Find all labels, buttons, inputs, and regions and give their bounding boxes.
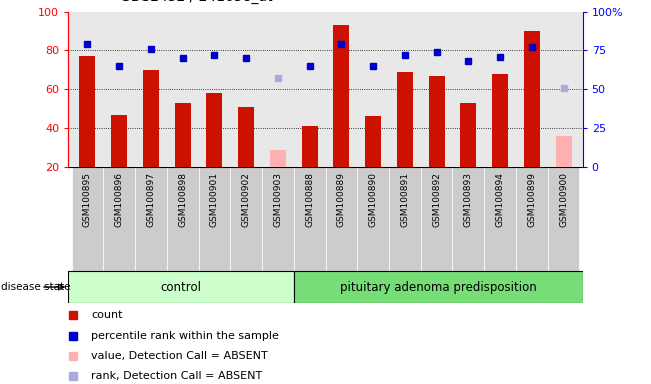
Text: GSM100897: GSM100897 — [146, 172, 156, 227]
Bar — [230, 167, 262, 271]
Text: rank, Detection Call = ABSENT: rank, Detection Call = ABSENT — [92, 371, 263, 381]
Bar — [104, 167, 135, 271]
Text: GSM100903: GSM100903 — [273, 172, 283, 227]
Text: GSM100896: GSM100896 — [115, 172, 124, 227]
Bar — [294, 167, 326, 271]
Bar — [206, 93, 223, 167]
Bar — [270, 149, 286, 167]
Bar — [389, 167, 421, 271]
Bar — [357, 167, 389, 271]
Bar — [484, 167, 516, 271]
Bar — [428, 76, 445, 167]
Bar — [111, 114, 127, 167]
Text: disease state: disease state — [1, 282, 70, 292]
Text: percentile rank within the sample: percentile rank within the sample — [92, 331, 279, 341]
Text: GSM100902: GSM100902 — [242, 172, 251, 227]
Bar — [452, 167, 484, 271]
Bar — [460, 103, 477, 167]
Bar — [294, 271, 583, 303]
Bar — [301, 126, 318, 167]
Text: GDS2432 / 241658_at: GDS2432 / 241658_at — [120, 0, 273, 4]
Text: count: count — [92, 310, 123, 321]
Bar — [524, 31, 540, 167]
Text: GSM100893: GSM100893 — [464, 172, 473, 227]
Text: control: control — [161, 281, 202, 293]
Bar — [397, 72, 413, 167]
Text: GSM100898: GSM100898 — [178, 172, 187, 227]
Bar — [333, 25, 350, 167]
Text: GSM100894: GSM100894 — [495, 172, 505, 227]
Text: value, Detection Call = ABSENT: value, Detection Call = ABSENT — [92, 351, 268, 361]
Bar — [365, 116, 381, 167]
Bar — [262, 167, 294, 271]
Text: pituitary adenoma predisposition: pituitary adenoma predisposition — [340, 281, 536, 293]
Text: GSM100899: GSM100899 — [527, 172, 536, 227]
Bar — [143, 70, 159, 167]
Text: GSM100901: GSM100901 — [210, 172, 219, 227]
Bar — [174, 103, 191, 167]
Text: GSM100888: GSM100888 — [305, 172, 314, 227]
Bar — [72, 167, 104, 271]
Bar — [135, 167, 167, 271]
Bar — [516, 167, 547, 271]
Text: GSM100891: GSM100891 — [400, 172, 409, 227]
Text: GSM100900: GSM100900 — [559, 172, 568, 227]
Bar — [421, 167, 452, 271]
Bar — [79, 56, 95, 167]
Bar — [556, 136, 572, 167]
Bar — [199, 167, 230, 271]
Bar — [326, 167, 357, 271]
Bar — [167, 167, 199, 271]
Text: GSM100889: GSM100889 — [337, 172, 346, 227]
Bar — [68, 271, 294, 303]
Bar — [547, 167, 579, 271]
Bar — [492, 74, 508, 167]
Text: GSM100895: GSM100895 — [83, 172, 92, 227]
Text: GSM100892: GSM100892 — [432, 172, 441, 227]
Bar — [238, 107, 254, 167]
Text: GSM100890: GSM100890 — [368, 172, 378, 227]
